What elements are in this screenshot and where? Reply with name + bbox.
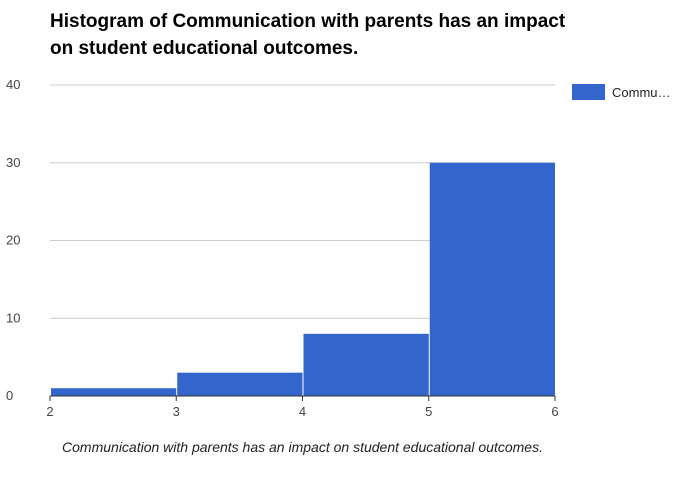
x-axis-label: Communication with parents has an impact… — [50, 437, 555, 457]
histogram-bar — [51, 388, 176, 396]
y-tick-label: 20 — [6, 233, 20, 248]
histogram-bar — [304, 334, 429, 396]
legend-swatch — [572, 84, 605, 100]
axes — [50, 396, 555, 401]
histogram-bar — [177, 373, 302, 396]
x-tick-label: 5 — [425, 404, 432, 419]
x-tick-label: 4 — [299, 404, 306, 419]
histogram-bar — [430, 163, 555, 396]
bars — [51, 163, 555, 396]
x-tick-label: 6 — [551, 404, 558, 419]
legend-label: Commu… — [612, 85, 671, 100]
x-tick-label: 3 — [173, 404, 180, 419]
x-tick-labels: 2 3 4 5 6 — [46, 404, 558, 419]
legend[interactable]: Commu… — [572, 84, 671, 100]
y-tick-label: 40 — [6, 77, 20, 92]
y-tick-label: 30 — [6, 155, 20, 170]
y-tick-label: 10 — [6, 310, 20, 325]
y-tick-label: 0 — [6, 388, 13, 403]
y-tick-labels: 0 10 20 30 40 — [6, 77, 20, 403]
x-tick-label: 2 — [46, 404, 53, 419]
